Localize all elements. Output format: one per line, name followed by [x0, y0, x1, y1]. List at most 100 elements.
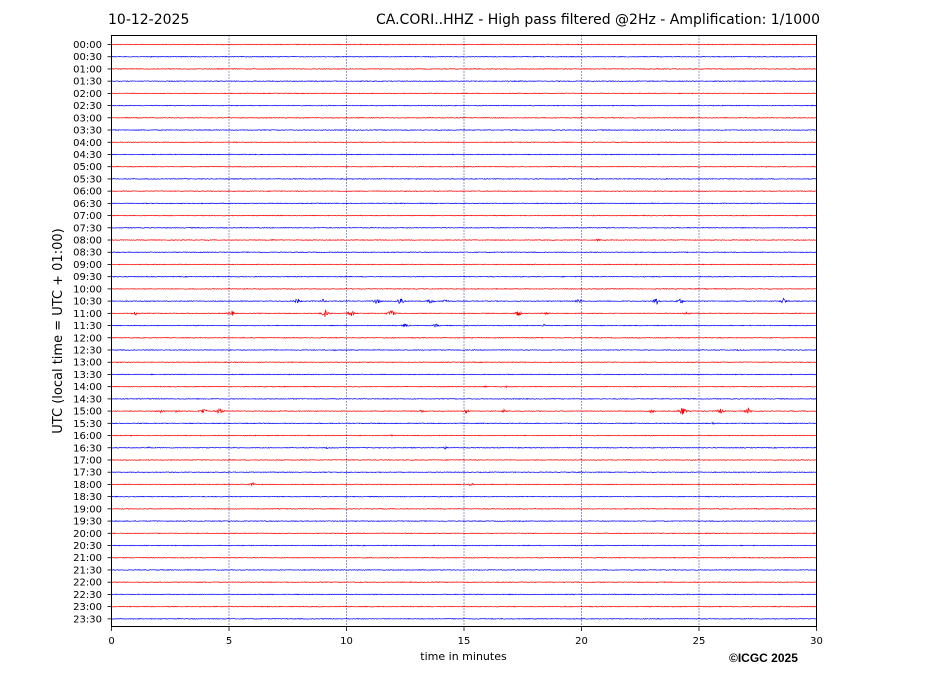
trace-row-1130 [111, 323, 817, 328]
trace-row-0230 [111, 104, 817, 107]
x-tick-label: 10 [340, 636, 353, 647]
row-label: 23:30 [73, 614, 102, 625]
trace-row-2100 [111, 556, 817, 559]
row-label: 20:30 [73, 541, 102, 552]
trace-row-0900 [111, 263, 817, 266]
trace-row-1500 [111, 406, 817, 415]
row-label: 04:00 [73, 138, 102, 149]
row-label: 14:30 [73, 394, 102, 405]
trace-row-0500 [111, 165, 817, 168]
trace-row-0700 [111, 214, 817, 217]
trace-row-0730 [111, 226, 817, 229]
row-label: 06:30 [73, 199, 102, 210]
trace-row-2030 [111, 544, 817, 547]
trace-row-0530 [111, 178, 817, 180]
x-axis-label: time in minutes [420, 650, 507, 663]
row-label: 09:30 [73, 272, 102, 283]
row-label: 20:00 [73, 529, 102, 540]
trace-row-0330 [111, 129, 817, 131]
x-tick-label: 30 [810, 636, 823, 647]
trace-row-0830 [111, 251, 817, 254]
trace-row-0400 [111, 141, 817, 144]
trace-row-0130 [111, 80, 817, 83]
trace-row-1900 [111, 507, 817, 510]
row-label: 05:00 [73, 162, 102, 173]
date-label: 10-12-2025 [108, 12, 190, 28]
trace-row-0800 [111, 238, 817, 242]
row-label: 11:00 [73, 309, 102, 320]
trace-row-1700 [111, 459, 817, 461]
trace-row-1300 [111, 361, 817, 364]
trace-row-0200 [111, 92, 817, 95]
x-tick-label: 5 [226, 636, 232, 647]
row-label: 12:00 [73, 333, 102, 344]
vertical-grid [228, 35, 700, 627]
row-label: 07:00 [73, 211, 102, 222]
row-label: 04:30 [73, 150, 102, 161]
row-label: 01:30 [73, 77, 102, 88]
row-label: 00:30 [73, 52, 102, 63]
trace-row-2200 [111, 581, 817, 584]
row-label: 10:30 [73, 297, 102, 308]
row-label: 11:30 [73, 321, 102, 332]
x-tick-label: 25 [693, 636, 706, 647]
row-label: 14:00 [73, 382, 102, 393]
trace-row-0000 [111, 43, 817, 46]
row-label: 03:00 [73, 113, 102, 124]
trace-row-1430 [111, 397, 817, 400]
trace-row-2130 [111, 569, 817, 571]
row-label: 16:30 [73, 443, 102, 454]
row-label: 21:30 [73, 565, 102, 576]
trace-row-1030 [111, 297, 817, 305]
trace-row-1400 [111, 385, 817, 389]
row-label: 08:30 [73, 248, 102, 259]
trace-row-1930 [111, 520, 817, 523]
x-tick-label: 20 [575, 636, 588, 647]
x-tick-label: 15 [458, 636, 471, 647]
trace-row-0300 [111, 116, 817, 119]
trace-row-0630 [111, 202, 817, 205]
row-label: 07:30 [73, 223, 102, 234]
trace-row-1600 [111, 434, 817, 437]
chart-title: CA.CORI..HHZ - High pass filtered @2Hz -… [376, 12, 820, 28]
row-label: 18:30 [73, 492, 102, 503]
row-label: 13:30 [73, 370, 102, 381]
trace-row-0100 [111, 68, 817, 70]
row-label: 19:00 [73, 504, 102, 515]
trace-row-0430 [111, 153, 817, 156]
row-label: 23:00 [73, 602, 102, 613]
row-label: 02:30 [73, 101, 102, 112]
trace-row-1530 [111, 421, 817, 425]
row-label: 15:30 [73, 419, 102, 430]
trace-row-1830 [111, 495, 817, 498]
trace-row-1630 [111, 445, 817, 450]
trace-row-1800 [111, 481, 817, 487]
trace-row-1230 [111, 348, 817, 352]
trace-row-1730 [111, 471, 817, 474]
row-label: 13:00 [73, 358, 102, 369]
row-label: 15:00 [73, 407, 102, 418]
row-label: 22:00 [73, 578, 102, 589]
row-label: 00:00 [73, 40, 102, 51]
row-label: 21:00 [73, 553, 102, 564]
row-label: 22:30 [73, 590, 102, 601]
trace-row-1000 [111, 287, 817, 291]
trace-row-2000 [111, 532, 817, 535]
trace-row-0600 [111, 190, 817, 193]
trace-row-2330 [111, 617, 817, 620]
row-label: 01:00 [73, 64, 102, 75]
row-label: 03:30 [73, 126, 102, 137]
row-label: 02:00 [73, 89, 102, 100]
copyright-label: ©ICGC 2025 [729, 651, 798, 665]
row-label: 17:00 [73, 455, 102, 466]
trace-row-1200 [111, 336, 817, 339]
x-tick-label: 0 [108, 636, 114, 647]
row-label: 12:30 [73, 346, 102, 357]
trace-row-2230 [111, 593, 817, 596]
row-label: 05:30 [73, 174, 102, 185]
row-label: 17:30 [73, 468, 102, 479]
x-tick-layer: 0 5 10 15 20 25 30 [108, 626, 823, 647]
row-label: 09:00 [73, 260, 102, 271]
